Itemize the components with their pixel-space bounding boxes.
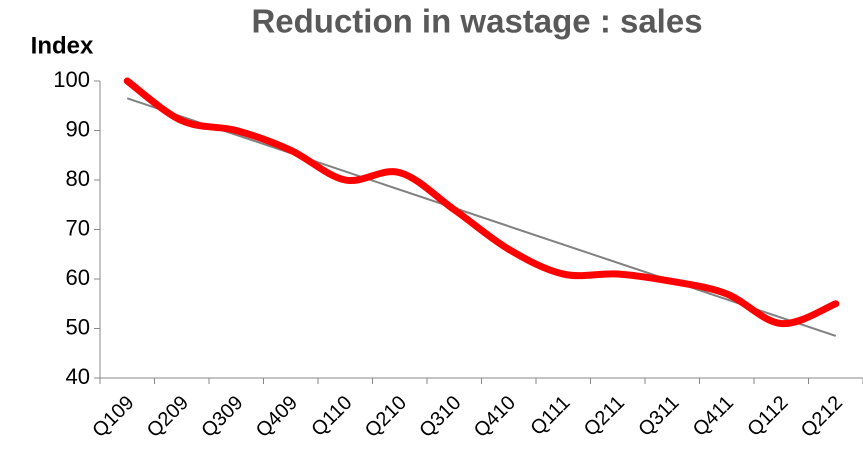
x-tick-label: Q311	[634, 392, 683, 441]
y-tick-label: 50	[66, 314, 90, 339]
x-tick-label: Q410	[470, 392, 520, 442]
x-tick-label: Q112	[743, 392, 792, 441]
x-tick-label: Q309	[197, 392, 247, 442]
x-tick-label: Q212	[797, 392, 847, 442]
y-tick-label: 70	[66, 215, 90, 240]
y-tick-label: 100	[53, 67, 90, 92]
data-line	[123, 77, 840, 328]
x-tick-label: Q209	[143, 392, 193, 442]
y-tick-label: 90	[66, 116, 90, 141]
x-tick-label: Q409	[252, 392, 302, 442]
x-tick-label: Q109	[88, 392, 138, 442]
chart-title: Reduction in wastage : sales	[251, 3, 702, 40]
y-axis-label: Index	[31, 32, 94, 59]
y-tick-label: 60	[66, 265, 90, 290]
x-tick-label: Q310	[415, 392, 465, 442]
x-tick-label: Q411	[689, 392, 738, 441]
y-tick-label: 80	[66, 166, 90, 191]
x-tick-label: Q110	[307, 392, 356, 441]
y-tick-label: 40	[66, 364, 90, 389]
x-tick-label: Q111	[526, 392, 574, 440]
trend-line	[126, 97, 837, 337]
x-tick-label: Q211	[580, 392, 629, 441]
x-tick-label: Q210	[361, 392, 411, 442]
